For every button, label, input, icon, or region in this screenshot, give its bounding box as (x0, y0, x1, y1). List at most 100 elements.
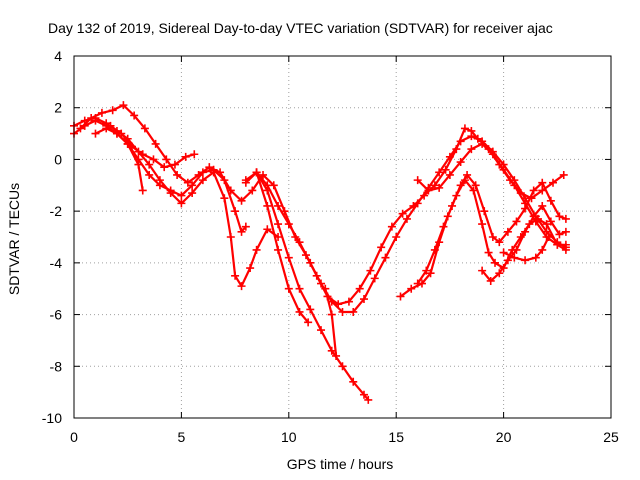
data-point (181, 152, 190, 161)
data-point (246, 264, 255, 273)
data-series (70, 101, 570, 404)
data-point (237, 227, 246, 236)
series-track-14 (499, 233, 553, 265)
data-point (430, 245, 439, 254)
data-point (241, 178, 250, 187)
data-point (226, 233, 235, 241)
x-tick-label: 10 (281, 429, 297, 445)
series-line (72, 119, 144, 192)
data-point (413, 176, 422, 185)
data-point (183, 178, 192, 187)
data-point (284, 253, 293, 262)
data-point (306, 305, 315, 314)
data-point (478, 139, 487, 148)
data-point (456, 137, 465, 146)
data-point (321, 284, 330, 293)
data-point (486, 276, 495, 285)
x-tick-labels: 0 5 10 15 20 25 (70, 429, 619, 445)
data-point (91, 129, 100, 138)
data-point (424, 186, 433, 195)
data-point (538, 245, 547, 254)
data-point (138, 186, 147, 195)
data-point (97, 108, 106, 117)
data-point (445, 170, 454, 179)
data-point (304, 318, 313, 327)
series-track-13 (478, 201, 570, 285)
data-point (355, 284, 364, 293)
series-track-6 (241, 168, 373, 404)
data-point (463, 170, 472, 179)
data-point (359, 390, 368, 399)
data-point (499, 165, 508, 174)
data-point (317, 279, 326, 288)
data-point (435, 168, 444, 177)
data-point (198, 176, 207, 185)
data-point (263, 201, 272, 210)
data-point (160, 163, 169, 172)
data-point (177, 199, 186, 208)
data-point (561, 227, 570, 236)
data-point (134, 155, 143, 164)
series-track-12 (413, 139, 570, 249)
data-point (76, 124, 85, 133)
x-tick-label: 0 (70, 429, 78, 445)
data-point (445, 152, 454, 161)
data-point (359, 295, 368, 304)
series-line (94, 127, 247, 233)
x-tick-label: 25 (603, 429, 619, 445)
data-point (220, 194, 229, 203)
y-tick-label: -2 (50, 203, 63, 219)
data-point (495, 269, 504, 278)
data-point (521, 199, 530, 208)
data-point (237, 196, 246, 205)
data-point (151, 139, 160, 148)
x-tick-label: 20 (496, 429, 512, 445)
data-point (237, 282, 246, 291)
data-point (327, 310, 336, 319)
data-point (484, 248, 493, 257)
data-point (209, 165, 218, 174)
data-point (521, 227, 530, 236)
data-point (188, 189, 197, 198)
data-point (364, 395, 373, 404)
data-point (130, 111, 139, 120)
data-point (269, 181, 278, 190)
data-point (471, 181, 480, 190)
data-point (448, 201, 457, 210)
data-point (295, 284, 304, 293)
data-point (531, 253, 540, 262)
data-point (460, 124, 469, 133)
data-point (295, 307, 304, 316)
data-point (119, 101, 128, 110)
data-point (274, 201, 283, 210)
data-point (396, 292, 405, 301)
data-point (538, 178, 547, 187)
series-line (255, 171, 310, 324)
data-point (422, 266, 431, 275)
data-point (467, 145, 476, 154)
data-point (469, 186, 478, 195)
data-point (332, 351, 341, 360)
data-point (439, 222, 448, 231)
data-point (145, 160, 154, 169)
data-point (166, 186, 175, 195)
data-point (546, 196, 555, 205)
data-point (402, 214, 411, 223)
data-point (426, 269, 435, 278)
data-point (488, 233, 497, 241)
data-point (205, 163, 214, 172)
data-point (170, 160, 179, 169)
data-point (467, 132, 476, 141)
data-point (478, 266, 487, 275)
data-point (338, 362, 347, 371)
data-point (553, 240, 562, 249)
data-point (284, 220, 293, 229)
data-point (263, 225, 272, 234)
data-point (344, 297, 353, 306)
x-tick-label: 5 (178, 429, 186, 445)
data-point (188, 181, 197, 190)
y-axis-label: SDTVAR / TECUs (6, 183, 22, 295)
data-point (381, 253, 390, 262)
data-point (366, 266, 375, 275)
data-point (149, 155, 158, 164)
